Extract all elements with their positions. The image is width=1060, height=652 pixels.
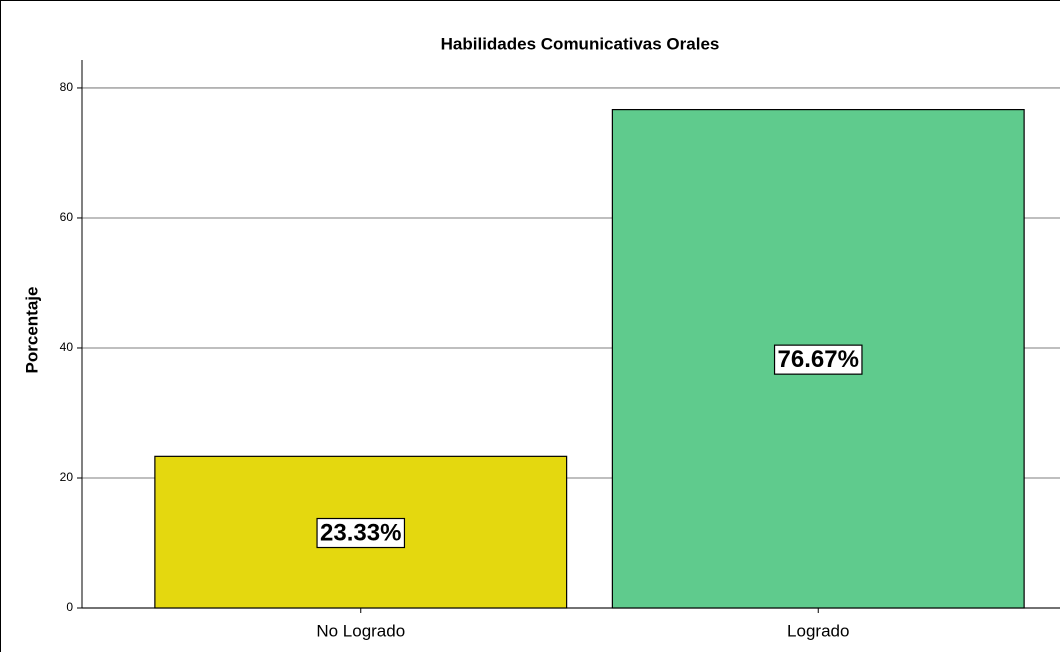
y-tick-label: 0 [66, 600, 73, 614]
x-tick-label: Logrado [787, 621, 849, 640]
y-tick-label: 80 [60, 80, 74, 94]
chart-title: Habilidades Comunicativas Orales [441, 34, 720, 53]
value-label-box [316, 517, 406, 549]
y-tick-label: 20 [60, 470, 74, 484]
value-label: 76.67% [778, 346, 859, 373]
value-label-box [773, 344, 863, 375]
y-tick-label: 40 [60, 340, 74, 354]
y-axis-label: Porcentaje [22, 287, 41, 374]
y-tick-label: 60 [60, 210, 74, 224]
x-tick-label: No Logrado [316, 621, 405, 640]
value-label: 23.33% [320, 520, 401, 547]
